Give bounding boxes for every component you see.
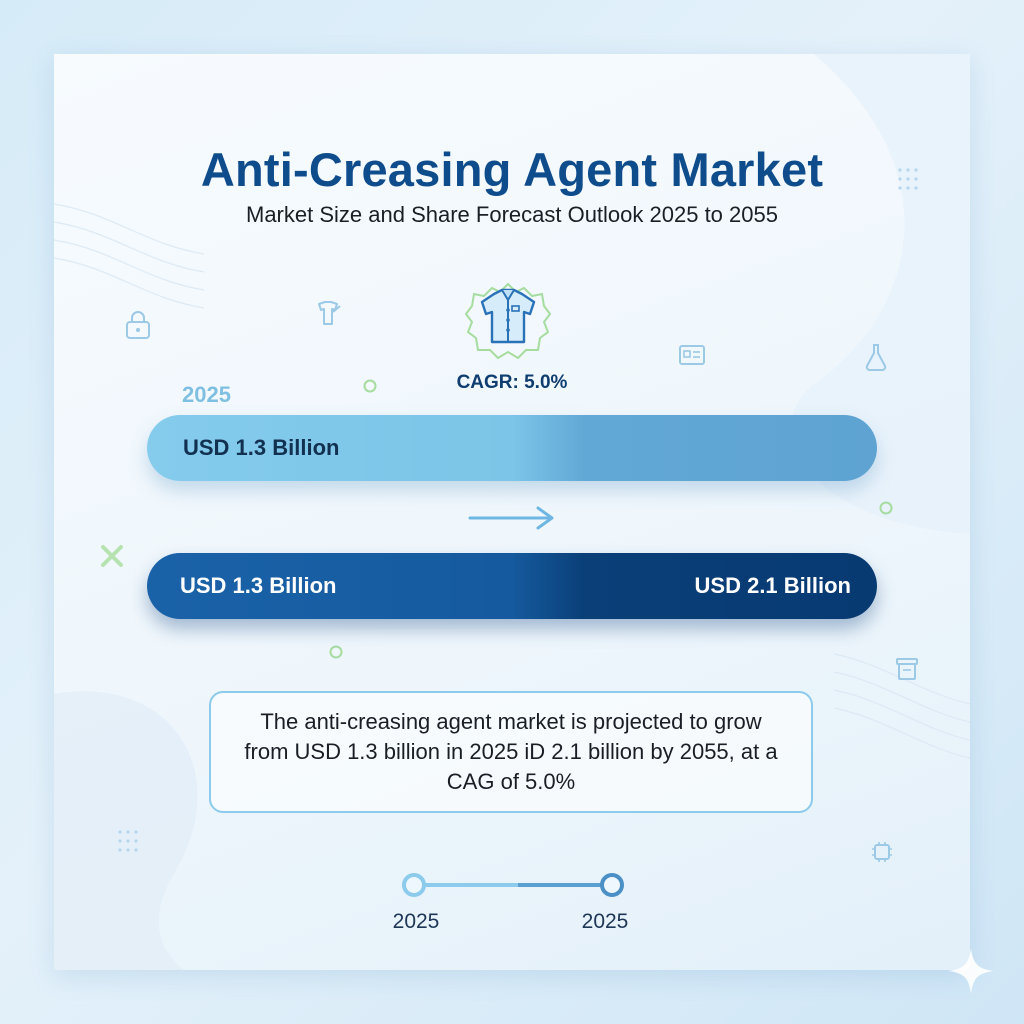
market-size-2025-bar: USD 1.3 Billion bbox=[147, 415, 877, 481]
timeline-track bbox=[402, 873, 624, 897]
description-box: The anti-creasing agent market is projec… bbox=[209, 691, 813, 813]
timeline-start-label: 2025 bbox=[392, 910, 440, 933]
arrow-right-icon bbox=[468, 506, 554, 530]
circle-outline-icon bbox=[329, 645, 343, 659]
bar-start-value: USD 1.3 Billion bbox=[183, 435, 340, 460]
tshirt-tag-icon bbox=[318, 301, 341, 325]
padlock-icon bbox=[126, 311, 150, 339]
circle-outline-icon bbox=[363, 379, 377, 393]
bar-forecast-end-value: USD 2.1 Billion bbox=[694, 573, 851, 598]
bar-forecast-start-value: USD 1.3 Billion bbox=[180, 573, 337, 598]
chip-icon bbox=[872, 842, 892, 862]
dots-grid-icon bbox=[118, 830, 138, 852]
infographic-card: Anti-Creasing Agent Market Market Size a… bbox=[54, 54, 970, 970]
shirt-icon bbox=[464, 282, 552, 360]
container-icon bbox=[896, 658, 918, 680]
cagr-label: CAGR: 5.0% bbox=[456, 372, 568, 393]
start-year-label: 2025 bbox=[182, 382, 231, 407]
sparkle-icon bbox=[948, 948, 994, 994]
page-title: Anti-Creasing Agent Market bbox=[200, 143, 824, 196]
timeline-end-label: 2025 bbox=[581, 910, 629, 933]
dots-grid-icon bbox=[898, 168, 918, 190]
cross-icon bbox=[101, 545, 123, 567]
id-card-icon bbox=[679, 345, 705, 365]
page-subtitle: Market Size and Share Forecast Outlook 2… bbox=[246, 202, 778, 227]
flask-icon bbox=[865, 344, 887, 371]
market-forecast-bar: USD 1.3 Billion USD 2.1 Billion bbox=[147, 553, 877, 619]
description-text: The anti-creasing agent market is projec… bbox=[244, 709, 778, 794]
circle-outline-icon bbox=[879, 501, 893, 515]
